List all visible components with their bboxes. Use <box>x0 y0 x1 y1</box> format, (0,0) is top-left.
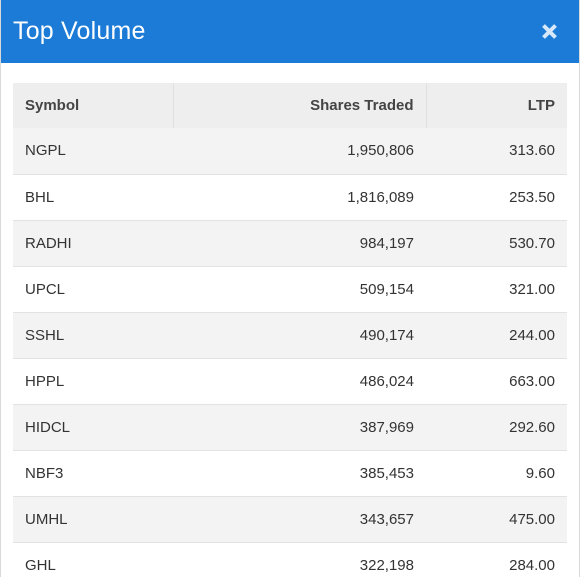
modal-title: Top Volume <box>13 17 146 45</box>
table-header-row: Symbol Shares Traded LTP <box>13 83 567 128</box>
cell-shares-traded: 385,453 <box>173 450 426 497</box>
table-row[interactable]: SSHL 490,174 244.00 <box>13 312 567 359</box>
cell-symbol: GHL <box>13 542 173 577</box>
column-header-shares-traded[interactable]: Shares Traded <box>173 83 427 128</box>
modal-header: Top Volume <box>1 0 579 63</box>
cell-symbol: BHL <box>13 174 173 221</box>
table-row[interactable]: NBF3 385,453 9.60 <box>13 450 567 497</box>
top-volume-table: Symbol Shares Traded LTP NGPL 1,950,806 31… <box>13 83 567 577</box>
table-row[interactable]: BHL 1,816,089 253.50 <box>13 174 567 221</box>
cell-symbol: UPCL <box>13 266 173 313</box>
table-row[interactable]: HPPL 486,024 663.00 <box>13 358 567 405</box>
modal-body: Symbol Shares Traded LTP NGPL 1,950,806 31… <box>1 63 579 577</box>
close-icon <box>541 24 557 39</box>
cell-ltp: 244.00 <box>426 312 567 359</box>
cell-shares-traded: 322,198 <box>173 542 426 577</box>
close-button[interactable] <box>537 20 561 44</box>
table-row[interactable]: UMHL 343,657 475.00 <box>13 496 567 543</box>
cell-shares-traded: 1,950,806 <box>173 128 426 175</box>
cell-ltp: 313.60 <box>426 128 567 175</box>
cell-symbol: NGPL <box>13 128 173 175</box>
cell-ltp: 321.00 <box>426 266 567 313</box>
cell-shares-traded: 984,197 <box>173 220 426 267</box>
cell-ltp: 253.50 <box>426 174 567 221</box>
cell-symbol: HPPL <box>13 358 173 405</box>
cell-shares-traded: 509,154 <box>173 266 426 313</box>
cell-shares-traded: 343,657 <box>173 496 426 543</box>
cell-ltp: 663.00 <box>426 358 567 405</box>
cell-shares-traded: 387,969 <box>173 404 426 451</box>
table-row[interactable]: GHL 322,198 284.00 <box>13 542 567 577</box>
cell-ltp: 9.60 <box>426 450 567 497</box>
cell-ltp: 475.00 <box>426 496 567 543</box>
column-header-ltp[interactable]: LTP <box>426 83 567 128</box>
cell-symbol: NBF3 <box>13 450 173 497</box>
cell-symbol: UMHL <box>13 496 173 543</box>
table-row[interactable]: HIDCL 387,969 292.60 <box>13 404 567 451</box>
cell-symbol: RADHI <box>13 220 173 267</box>
table-row[interactable]: NGPL 1,950,806 313.60 <box>13 128 567 175</box>
table-row[interactable]: RADHI 984,197 530.70 <box>13 220 567 267</box>
column-header-symbol[interactable]: Symbol <box>13 83 174 128</box>
cell-symbol: HIDCL <box>13 404 173 451</box>
cell-shares-traded: 490,174 <box>173 312 426 359</box>
cell-symbol: SSHL <box>13 312 173 359</box>
table-row[interactable]: UPCL 509,154 321.00 <box>13 266 567 313</box>
cell-ltp: 284.00 <box>426 542 567 577</box>
cell-ltp: 292.60 <box>426 404 567 451</box>
cell-ltp: 530.70 <box>426 220 567 267</box>
cell-shares-traded: 486,024 <box>173 358 426 405</box>
cell-shares-traded: 1,816,089 <box>173 174 426 221</box>
